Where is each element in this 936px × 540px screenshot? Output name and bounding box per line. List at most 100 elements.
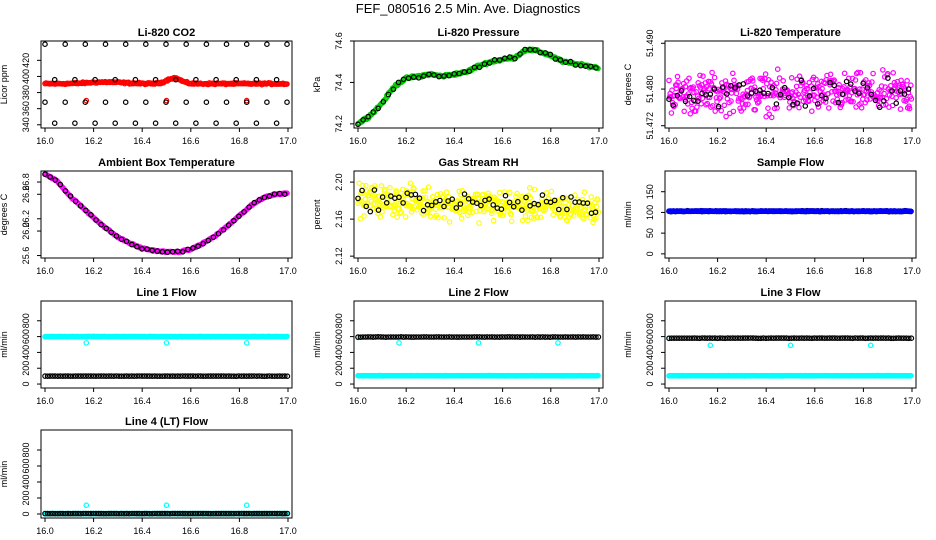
- data-point: [816, 335, 823, 341]
- data-point: [83, 340, 90, 346]
- data-point: [233, 120, 240, 127]
- data-point: [754, 100, 761, 106]
- data-point: [858, 105, 865, 111]
- y-tick-label: 51.480: [645, 75, 655, 103]
- data-point: [674, 73, 681, 80]
- data-point: [568, 194, 574, 200]
- data-point: [359, 190, 366, 197]
- data-point: [587, 63, 594, 70]
- data-point: [98, 221, 104, 228]
- data-point: [514, 190, 520, 197]
- data-point: [241, 373, 247, 379]
- chart-title: Ambient Box Temperature: [98, 157, 235, 169]
- data-point: [284, 333, 290, 340]
- data-point: [436, 73, 442, 80]
- data-point: [251, 199, 258, 206]
- data-point: [174, 248, 181, 255]
- data-point: [827, 79, 833, 86]
- data-point: [879, 67, 886, 73]
- data-point: [885, 335, 892, 341]
- data-point: [506, 334, 513, 340]
- data-point: [159, 249, 166, 255]
- data-point: [765, 335, 772, 342]
- data-point: [266, 373, 273, 379]
- data-point: [182, 373, 189, 379]
- data-point: [118, 236, 125, 243]
- data-point: [62, 188, 69, 194]
- data-point: [98, 373, 104, 379]
- y-axis-label: degrees C: [0, 193, 9, 235]
- plot-frame: [40, 170, 293, 259]
- x-tick-label: 16.6: [806, 136, 824, 146]
- data-point: [223, 373, 230, 380]
- data-point: [489, 334, 495, 340]
- data-point: [868, 91, 875, 98]
- data-point: [75, 510, 82, 517]
- data-point: [72, 510, 79, 517]
- data-point: [88, 510, 94, 517]
- data-point: [691, 89, 697, 96]
- data-point: [112, 76, 119, 83]
- x-tick-label: 16.6: [494, 136, 512, 146]
- data-point: [144, 246, 150, 252]
- data-point: [880, 98, 887, 104]
- data-point: [143, 41, 149, 48]
- data-point: [555, 206, 562, 213]
- data-point: [496, 57, 503, 63]
- data-point: [768, 335, 774, 341]
- data-points: [355, 180, 602, 226]
- data-point: [889, 88, 895, 94]
- data-point: [62, 41, 68, 48]
- data-point: [362, 182, 369, 189]
- data-point: [236, 510, 242, 517]
- y-tick-label: 2.20: [334, 173, 344, 191]
- data-point: [85, 510, 92, 517]
- x-tick-label: 17.0: [279, 136, 297, 146]
- data-point: [271, 373, 278, 380]
- data-point: [415, 334, 422, 340]
- y-tick-label: 400: [334, 345, 344, 360]
- data-point: [248, 510, 255, 517]
- x-tick-label: 16.0: [660, 396, 678, 406]
- data-point: [192, 510, 199, 517]
- data-point: [398, 333, 404, 340]
- data-point: [776, 75, 783, 81]
- x-tick-label: 16.6: [494, 266, 512, 276]
- data-point: [744, 93, 751, 99]
- y-tick-label: 600: [21, 329, 31, 344]
- data-point: [801, 335, 808, 342]
- data-point: [522, 46, 528, 53]
- data-point: [533, 206, 540, 213]
- data-point: [279, 510, 286, 517]
- plot-frame: [40, 40, 293, 129]
- data-point: [717, 94, 724, 100]
- data-point: [382, 186, 388, 193]
- data-point: [82, 41, 89, 48]
- data-point: [547, 51, 554, 58]
- data-point: [895, 335, 902, 341]
- data-point: [52, 177, 59, 183]
- data-point: [225, 510, 232, 517]
- y-tick-label: 74.4: [334, 74, 344, 92]
- data-point: [788, 75, 795, 81]
- x-tick-label: 16.0: [660, 266, 678, 276]
- data-point: [496, 334, 503, 340]
- data-point: [581, 189, 588, 196]
- data-points: [42, 171, 290, 256]
- data-point: [506, 54, 513, 60]
- data-point: [435, 214, 441, 221]
- data-point: [476, 220, 482, 226]
- x-tick-label: 16.2: [85, 526, 103, 536]
- data-point: [694, 104, 700, 110]
- data-point: [905, 335, 912, 342]
- data-point: [49, 373, 56, 379]
- data-point: [103, 225, 110, 232]
- x-tick-label: 16.4: [757, 136, 775, 146]
- data-point: [566, 201, 572, 208]
- data-point: [852, 335, 859, 341]
- data-point: [484, 334, 490, 340]
- data-point: [126, 510, 133, 517]
- data-point: [595, 209, 602, 216]
- data-point: [737, 335, 744, 342]
- data-point: [123, 373, 130, 379]
